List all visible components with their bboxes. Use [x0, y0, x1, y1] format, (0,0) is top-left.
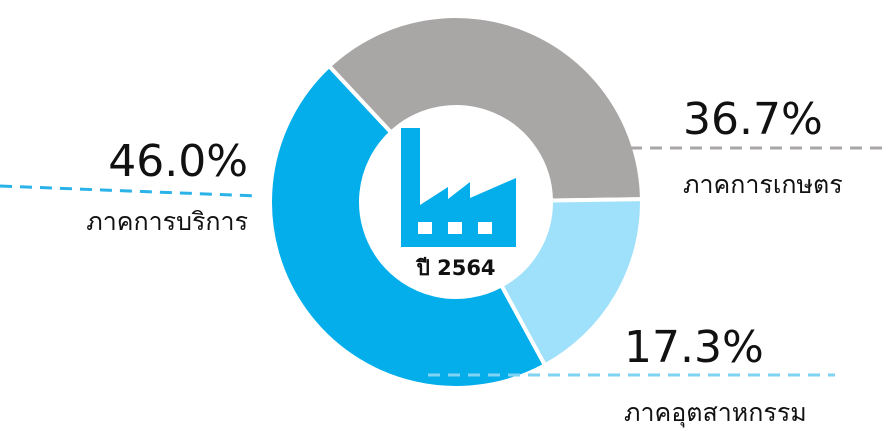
- donut-slice-services: [268, 63, 548, 390]
- factory-window: [418, 222, 432, 234]
- donut-slice-industry: [498, 197, 644, 369]
- data-label-industry-name: ภาคอุตสาหกรรม: [624, 398, 807, 428]
- center-year-label: ปี 2564: [415, 256, 496, 280]
- donut-slices: [268, 14, 645, 390]
- leader-line-services: [0, 184, 259, 198]
- data-label-services-value: 46.0%: [108, 136, 248, 187]
- data-label-services-name: ภาคการบริการ: [86, 207, 248, 236]
- factory-window: [448, 222, 462, 234]
- factory-icon: [401, 128, 516, 247]
- data-label-industry-value: 17.3%: [624, 322, 764, 373]
- data-label-agriculture-name: ภาคการเกษตร: [683, 170, 843, 199]
- donut-slice-agriculture: [326, 14, 645, 203]
- factory-window: [478, 222, 492, 234]
- data-label-agriculture-value: 36.7%: [683, 94, 823, 145]
